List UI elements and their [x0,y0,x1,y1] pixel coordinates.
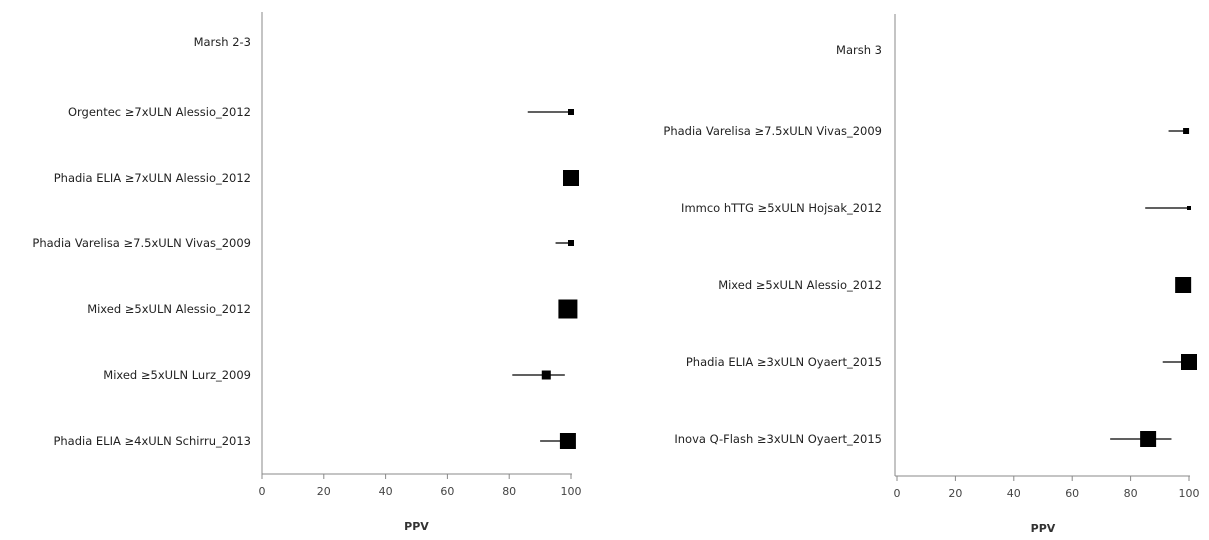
study-label: Phadia ELIA ≥7xULN Alessio_2012 [54,171,251,185]
section-header-label: Marsh 2-3 [194,35,251,49]
point-estimate-marker [559,433,576,449]
study-label: Inova Q-Flash ≥3xULN Oyaert_2015 [674,432,882,446]
study-label: Mixed ≥5xULN Alessio_2012 [87,302,251,316]
point-estimate-marker [558,299,578,319]
x-tick-label: 20 [317,485,331,498]
point-estimate-marker [1187,206,1191,210]
x-tick-label: 40 [1007,487,1021,500]
x-tick-label: 100 [1179,487,1200,500]
study-label: Immco hTTG ≥5xULN Hojsak_2012 [681,201,882,215]
study-label: Orgentec ≥7xULN Alessio_2012 [68,105,251,119]
point-estimate-marker [1183,128,1190,134]
x-tick-label: 80 [502,485,516,498]
point-estimate-marker [568,240,574,246]
study-label: Mixed ≥5xULN Alessio_2012 [718,278,882,292]
study-label: Phadia ELIA ≥3xULN Oyaert_2015 [686,355,882,369]
x-tick-label: 40 [379,485,393,498]
x-tick-label: 80 [1124,487,1138,500]
point-estimate-marker [1140,431,1157,447]
point-estimate-marker [563,170,579,186]
x-tick-label: 0 [894,487,901,500]
point-estimate-marker [568,109,574,115]
x-axis-title: PPV [1031,522,1056,535]
x-tick-label: 60 [440,485,454,498]
x-tick-label: 0 [259,485,266,498]
x-axis-title: PPV [404,520,429,533]
study-label: Phadia Varelisa ≥7.5xULN Vivas_2009 [32,236,251,250]
study-label: Mixed ≥5xULN Lurz_2009 [103,368,251,382]
study-label: Phadia ELIA ≥4xULN Schirru_2013 [53,434,251,448]
x-tick-label: 60 [1065,487,1079,500]
point-estimate-marker [541,370,551,380]
point-estimate-marker [1175,277,1192,293]
point-estimate-marker [1181,354,1197,370]
x-tick-label: 20 [948,487,962,500]
section-header-label: Marsh 3 [836,43,882,57]
x-tick-label: 100 [561,485,582,498]
study-label: Phadia Varelisa ≥7.5xULN Vivas_2009 [663,124,882,138]
